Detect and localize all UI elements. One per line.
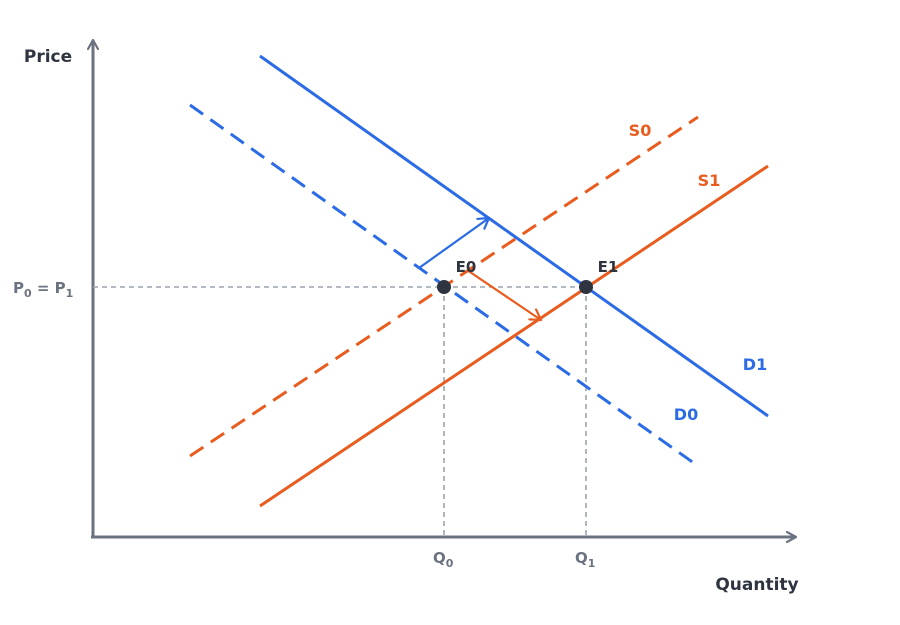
- supply-shift-arrow: [466, 269, 541, 320]
- price-tick-label: P0 = P1: [13, 279, 73, 300]
- d1-demand-curve: [259, 54, 769, 418]
- s1-supply-curve: [259, 164, 769, 508]
- demand-shift-arrow: [418, 218, 489, 269]
- e0-equilibrium-point: [437, 280, 451, 294]
- q0-tick-label: Q0: [433, 549, 454, 570]
- s1-label: S1: [698, 171, 721, 190]
- x-axis-label: Quantity: [715, 575, 798, 595]
- y-axis-label: Price: [24, 47, 72, 67]
- d1-label: D1: [743, 355, 767, 374]
- e1-equilibrium-point: [579, 280, 593, 294]
- q1-tick-label: Q1: [575, 549, 595, 570]
- e1-label: E1: [598, 258, 619, 276]
- d0-label: D0: [674, 405, 698, 424]
- e0-label: E0: [456, 258, 477, 276]
- s0-label: S0: [629, 121, 652, 140]
